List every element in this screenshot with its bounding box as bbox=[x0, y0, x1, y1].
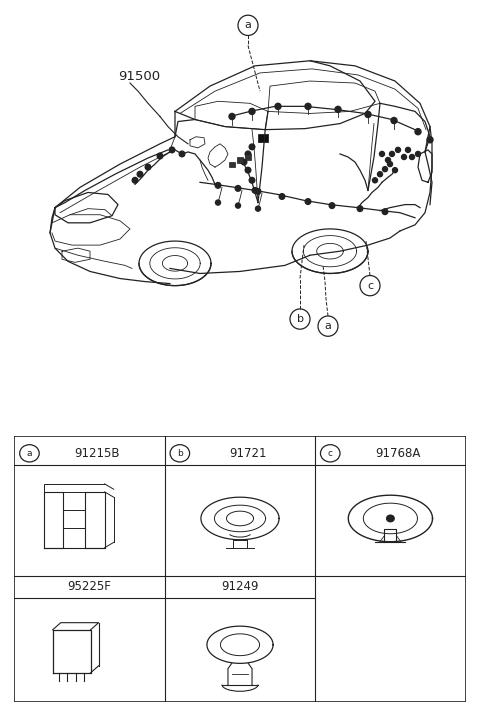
Circle shape bbox=[279, 194, 285, 199]
Circle shape bbox=[305, 199, 311, 204]
Circle shape bbox=[387, 162, 393, 167]
Circle shape bbox=[365, 111, 371, 118]
Circle shape bbox=[409, 155, 415, 160]
Circle shape bbox=[377, 172, 383, 177]
Text: c: c bbox=[328, 449, 333, 458]
Bar bbox=[229, 162, 235, 167]
Circle shape bbox=[145, 164, 151, 170]
Text: c: c bbox=[367, 281, 373, 291]
Circle shape bbox=[215, 182, 221, 188]
Bar bbox=[258, 134, 268, 142]
Circle shape bbox=[380, 152, 384, 157]
Circle shape bbox=[252, 188, 258, 194]
Circle shape bbox=[305, 104, 311, 109]
Circle shape bbox=[255, 189, 261, 194]
Circle shape bbox=[255, 206, 261, 211]
Circle shape bbox=[241, 160, 247, 165]
Circle shape bbox=[169, 147, 175, 152]
Circle shape bbox=[382, 209, 388, 215]
Circle shape bbox=[157, 153, 163, 159]
Circle shape bbox=[383, 167, 387, 172]
Text: a: a bbox=[245, 21, 252, 30]
Text: 91500: 91500 bbox=[118, 70, 160, 83]
Circle shape bbox=[385, 157, 391, 162]
Circle shape bbox=[386, 515, 395, 523]
Circle shape bbox=[427, 137, 433, 143]
Bar bbox=[245, 155, 251, 160]
Circle shape bbox=[236, 203, 240, 208]
Text: b: b bbox=[177, 449, 183, 458]
Circle shape bbox=[216, 200, 220, 205]
Bar bbox=[237, 157, 243, 162]
Text: 91721: 91721 bbox=[229, 447, 266, 460]
Circle shape bbox=[372, 178, 377, 183]
Circle shape bbox=[416, 152, 420, 157]
Circle shape bbox=[401, 155, 407, 160]
Circle shape bbox=[329, 203, 335, 208]
Circle shape bbox=[249, 177, 255, 183]
Circle shape bbox=[335, 106, 341, 113]
Circle shape bbox=[245, 167, 251, 173]
Circle shape bbox=[275, 104, 281, 109]
Circle shape bbox=[132, 177, 138, 183]
Circle shape bbox=[235, 186, 241, 191]
Circle shape bbox=[137, 172, 143, 177]
Circle shape bbox=[393, 167, 397, 173]
Circle shape bbox=[249, 108, 255, 114]
Circle shape bbox=[391, 118, 397, 123]
Text: a: a bbox=[27, 449, 32, 458]
Text: b: b bbox=[297, 314, 303, 324]
Circle shape bbox=[415, 128, 421, 135]
Circle shape bbox=[406, 147, 410, 152]
Text: 91249: 91249 bbox=[221, 581, 259, 593]
Circle shape bbox=[357, 206, 363, 211]
Circle shape bbox=[249, 144, 255, 150]
Text: a: a bbox=[324, 321, 331, 331]
Circle shape bbox=[396, 147, 400, 152]
Text: 95225F: 95225F bbox=[68, 581, 111, 593]
Circle shape bbox=[245, 151, 251, 157]
Text: 91768A: 91768A bbox=[375, 447, 420, 460]
Circle shape bbox=[179, 151, 185, 157]
Text: 91215B: 91215B bbox=[74, 447, 120, 460]
Circle shape bbox=[389, 152, 395, 157]
Circle shape bbox=[229, 113, 235, 120]
